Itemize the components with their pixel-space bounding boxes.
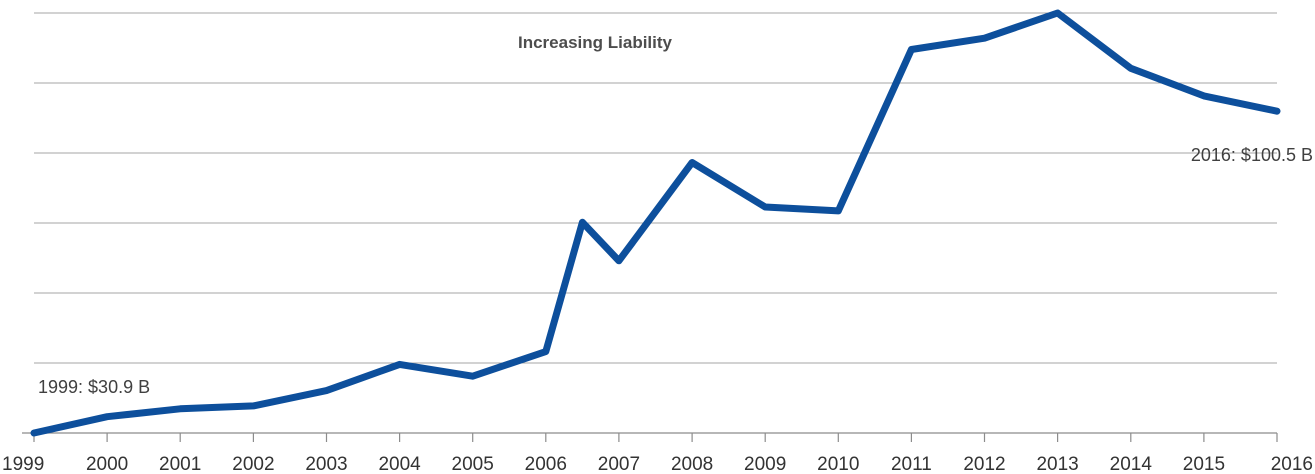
x-tick-label: 2002 [232, 454, 274, 474]
series-line [30, 9, 1281, 437]
x-tick-label: 2014 [1110, 454, 1153, 474]
data-annotation: 1999: $30.9 B [38, 377, 150, 397]
x-tick-label: 2009 [744, 454, 786, 474]
x-tick-label: 2011 [891, 454, 932, 474]
x-tick-label: 2007 [598, 454, 640, 474]
x-tick-label: 2006 [525, 454, 567, 474]
x-tick-label: 2005 [452, 454, 494, 474]
x-tick-label: 2016 [1271, 454, 1313, 474]
x-tick-label: 2013 [1036, 454, 1078, 474]
x-tick-label: 2010 [817, 454, 859, 474]
x-tick-label: 2012 [963, 454, 1005, 474]
x-tick-label: 2003 [305, 454, 347, 474]
x-tick-label: 2001 [159, 454, 201, 474]
data-annotation: 2016: $100.5 B [1191, 145, 1313, 165]
x-tick-label: 2000 [86, 454, 128, 474]
chart-title: Increasing Liability [518, 33, 673, 52]
gridlines [34, 12, 1277, 364]
x-tick-label: 2008 [671, 454, 713, 474]
series-layer [30, 9, 1281, 437]
x-tick-label: 2004 [378, 454, 421, 474]
text-layer: Increasing Liability 1999: $30.9 B 2016: $… [38, 33, 1313, 397]
x-tick-label: 2015 [1183, 454, 1225, 474]
x-axis: 1999 2000 2001 2002 2003 2004 2005 2006 2007 2008… [2, 432, 1313, 474]
x-tick-label: 1999 [2, 454, 44, 474]
